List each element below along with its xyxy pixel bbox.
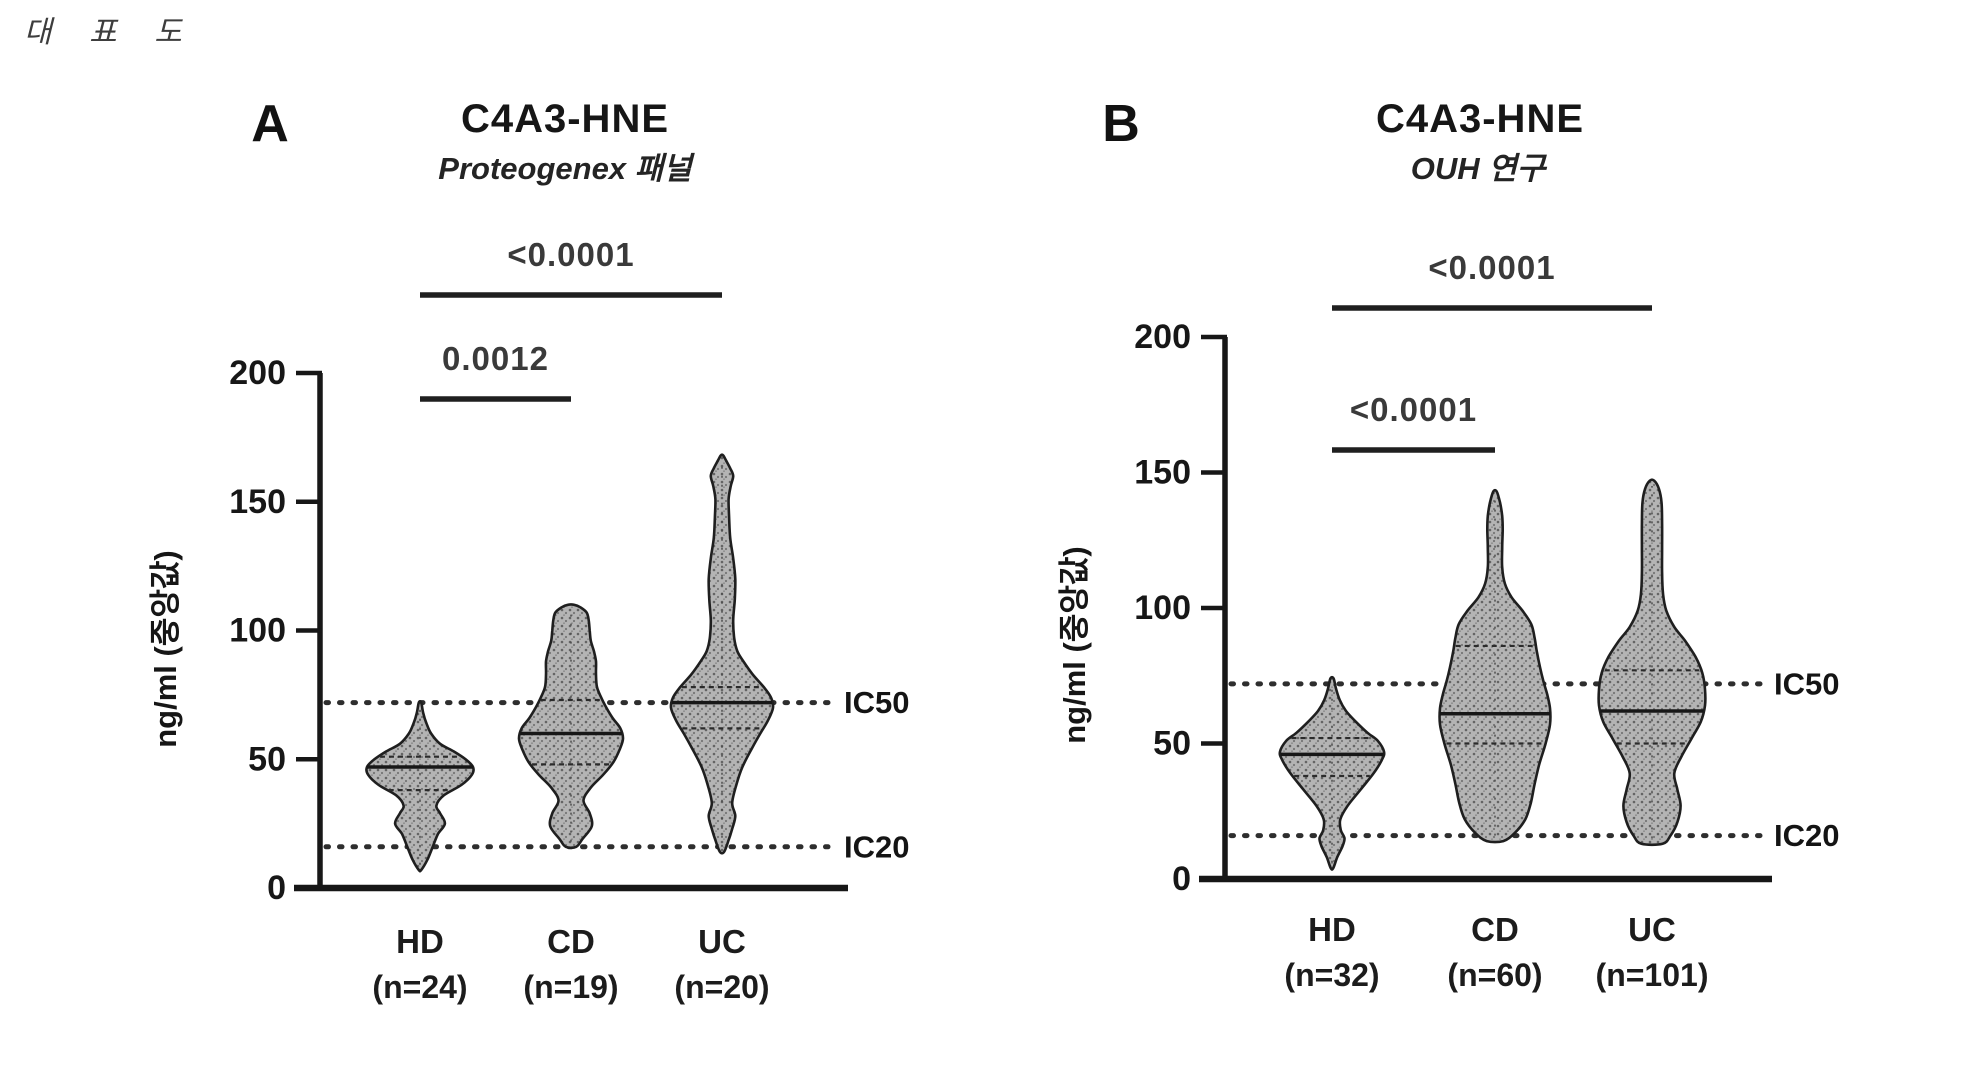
threshold-label-IC20: IC20	[844, 829, 909, 864]
sig-label-HD-CD: 0.0012	[442, 340, 549, 377]
violin-HD	[365, 700, 475, 873]
panel-A-ylabel: ng/ml (중앙값)	[148, 550, 183, 747]
sig-label-HD-UC: <0.0001	[507, 236, 634, 273]
panel-letter-B: B	[1102, 95, 1140, 153]
x-label-HD: HD	[396, 923, 444, 960]
x-label-n-UC: (n=20)	[674, 969, 769, 1005]
y-tick-label-150: 150	[1134, 454, 1191, 492]
sig-label-HD-UC: <0.0001	[1428, 249, 1555, 286]
panel-B-title: C4A3-HNE	[1376, 97, 1584, 141]
figure-header: 대 표 도	[24, 15, 196, 50]
violin-UC	[669, 453, 775, 855]
violin-UC	[1597, 478, 1707, 847]
x-label-n-CD: (n=60)	[1447, 957, 1542, 993]
y-tick-label-0: 0	[267, 869, 286, 907]
x-label-CD: CD	[547, 923, 595, 960]
panel-B-plot: IC50 IC20 200 150 100 50 0 HD (n=32) CD (n=60) UC (n…	[1134, 249, 1839, 993]
panel-letter-A: A	[251, 95, 289, 153]
x-label-UC: UC	[698, 923, 746, 960]
y-tick-label-50: 50	[1153, 725, 1191, 763]
x-label-n-CD: (n=19)	[523, 969, 618, 1005]
panel-A-subtitle: Proteogenex 패널	[438, 151, 695, 186]
threshold-label-IC50: IC50	[844, 685, 909, 720]
panel-B-static: B C4A3-HNE OUH 연구 ng/ml (중앙값)	[1057, 95, 1584, 744]
x-label-n-HD: (n=24)	[372, 969, 467, 1005]
y-tick-label-100: 100	[229, 612, 286, 650]
y-tick-label-50: 50	[248, 740, 286, 778]
sig-label-HD-CD: <0.0001	[1350, 391, 1477, 428]
panel-A-static: A C4A3-HNE Proteogenex 패널 ng/ml (중앙값)	[148, 95, 695, 748]
threshold-label-IC20: IC20	[1774, 818, 1839, 853]
x-label-n-UC: (n=101)	[1596, 957, 1709, 993]
violin-CD	[1438, 488, 1552, 844]
violin-HD	[1278, 675, 1386, 871]
panel-A-plot: IC50 IC20 200 150 100 50 0 HD (n=24) CD (n=19) UC (n…	[229, 236, 909, 1005]
threshold-label-IC50: IC50	[1774, 666, 1839, 701]
panel-B-ylabel: ng/ml (중앙값)	[1057, 546, 1092, 743]
y-tick-label-150: 150	[229, 483, 286, 521]
x-label-HD: HD	[1308, 911, 1356, 948]
x-label-n-HD: (n=32)	[1284, 957, 1379, 993]
violin-CD	[517, 603, 625, 850]
panel-A-title: C4A3-HNE	[461, 97, 669, 141]
y-tick-label-0: 0	[1172, 860, 1191, 898]
panel-B-subtitle: OUH 연구	[1411, 151, 1548, 186]
y-tick-label-200: 200	[229, 354, 286, 392]
y-tick-label-100: 100	[1134, 589, 1191, 627]
y-tick-label-200: 200	[1134, 318, 1191, 356]
x-label-CD: CD	[1471, 911, 1519, 948]
x-label-UC: UC	[1628, 911, 1676, 948]
